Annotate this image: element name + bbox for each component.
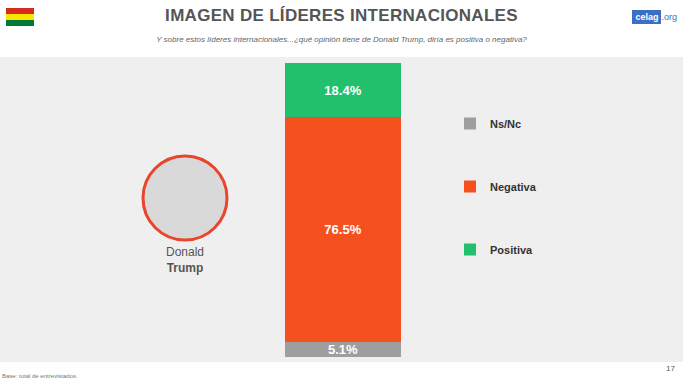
svg-text:Negativa: Negativa — [490, 181, 537, 193]
svg-text:18.4%: 18.4% — [324, 83, 361, 98]
svg-text:Ns/Nc: Ns/Nc — [490, 118, 521, 130]
html-text:Y sobre estos líderes internac: Y sobre estos líderes internacionales...… — [156, 35, 527, 44]
html-text:IMAGEN DE LÍDERES INTERNACIONA: IMAGEN DE LÍDERES INTERNACIONALES — [165, 6, 518, 25]
svg-text:76.5%: 76.5% — [324, 222, 361, 237]
svg-text:DonaldTrump: DonaldTrump — [166, 245, 204, 275]
svg-text:5.1%: 5.1% — [328, 342, 358, 357]
html-text:Base: total de entrevistados.: Base: total de entrevistados. — [2, 373, 78, 379]
html-text:celag .org: celag .org — [635, 12, 677, 22]
html-text:17: 17 — [666, 364, 675, 373]
svg-text:Positiva: Positiva — [490, 244, 533, 256]
